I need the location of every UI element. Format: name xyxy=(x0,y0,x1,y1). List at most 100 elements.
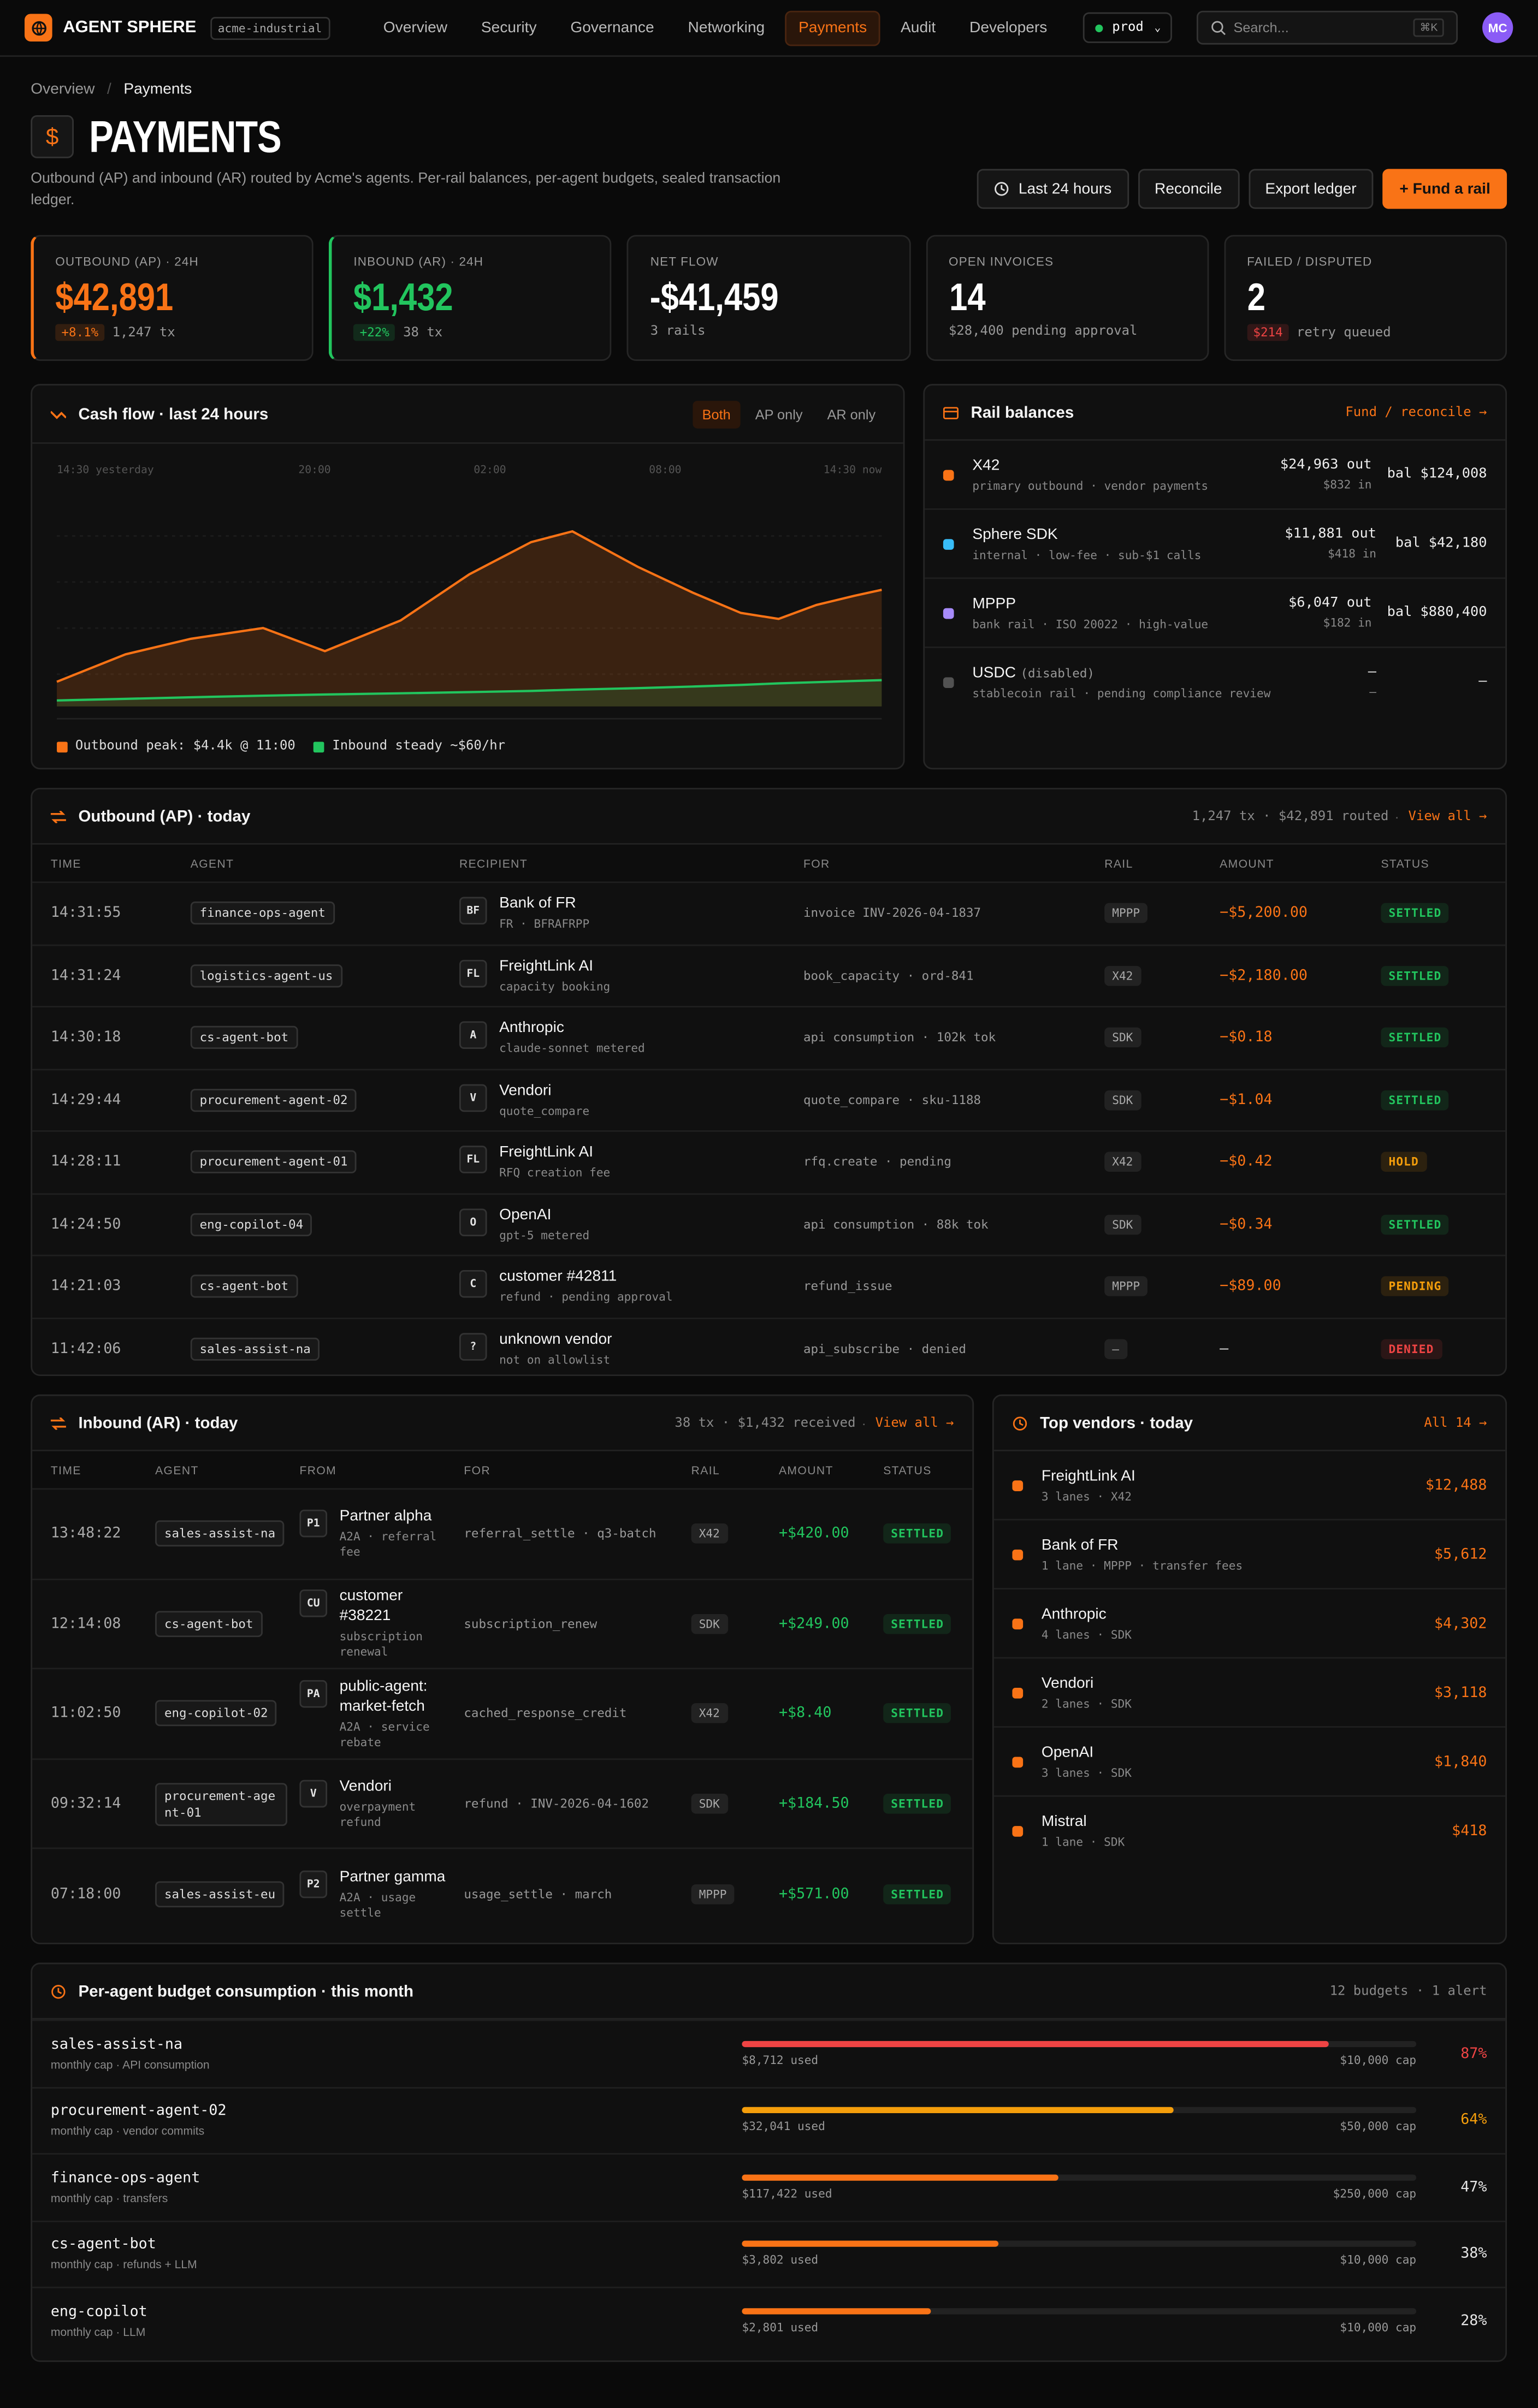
budget-labels: $3,802 used $10,000 cap xyxy=(742,2253,1416,2267)
budget-track xyxy=(742,2174,1417,2181)
budget-agent: sales-assist-na xyxy=(50,2036,183,2053)
rail-note: (disabled) xyxy=(1020,666,1095,680)
budget-sub: monthly cap · refunds + LLM xyxy=(50,2258,197,2272)
status-badge: SETTLED xyxy=(883,1523,952,1544)
vendors-link[interactable]: All 14 → xyxy=(1424,1415,1487,1431)
budget-percent: 64% xyxy=(1460,2112,1487,2129)
legend-item: Inbound steady ~$60/hr xyxy=(313,739,505,754)
budget-bar: $2,801 used $10,000 cap xyxy=(742,2308,1417,2334)
status-cell: PENDING xyxy=(1381,1276,1487,1297)
budget-bar: $8,712 used $10,000 cap xyxy=(742,2041,1417,2067)
rails-link[interactable]: Fund / reconcile → xyxy=(1345,405,1487,420)
button[interactable]: Reconcile xyxy=(1138,169,1239,209)
table-row: 14:28:11 procurement-agent-01 FL FreightLin… xyxy=(32,1130,1506,1193)
avatar[interactable]: MC xyxy=(1482,12,1513,43)
column-header: FROM xyxy=(299,1462,337,1477)
budget-row: eng-copilot monthly cap · LLM $2,801 used $… xyxy=(32,2286,1506,2353)
rail-sub: primary outbound · vendor payments xyxy=(972,478,1209,493)
x-tick-label: 14:30 yesterday xyxy=(57,463,154,476)
vendor-sub: 1 lane · SDK xyxy=(1041,1834,1125,1848)
budget-used: $3,802 used xyxy=(742,2253,819,2267)
budget-track xyxy=(742,2107,1417,2114)
nav-link[interactable]: Payments xyxy=(784,10,881,45)
rail-chip: MPPP xyxy=(1104,903,1148,924)
vendor-row: Mistral 1 lane · SDK $418 xyxy=(993,1795,1506,1865)
budget-percent: 28% xyxy=(1460,2312,1487,2329)
kpi-badge: +22% xyxy=(353,324,396,341)
table-row: 12:14:08 cs-agent-bot CU customer #38221 sub… xyxy=(32,1578,973,1668)
amount: — xyxy=(1220,1340,1229,1357)
tab[interactable]: AP only xyxy=(755,406,803,422)
table-link[interactable]: View all → xyxy=(1408,808,1487,824)
vendor-amount: $3,118 xyxy=(1434,1683,1487,1701)
nav-link[interactable]: Networking xyxy=(688,19,765,37)
agent-cell: cs-agent-bot xyxy=(190,1275,459,1298)
tab[interactable]: Both xyxy=(693,400,740,428)
rail-flow: $24,963 out $832 in xyxy=(1280,458,1372,491)
rail-name-row: USDC (disabled) xyxy=(972,664,1368,681)
button[interactable]: + Fund a rail xyxy=(1382,169,1507,209)
status-badge: SETTLED xyxy=(1381,1214,1450,1235)
budget-cap: $10,000 cap xyxy=(1340,2053,1417,2067)
amount: +$184.50 xyxy=(778,1795,849,1812)
kpi-card: FAILED / DISPUTED 2 $214 retry queued xyxy=(1223,235,1507,361)
amount: −$0.18 xyxy=(1220,1029,1273,1047)
kpi-card: OPEN INVOICES 14 $28,400 pending approval xyxy=(925,235,1209,361)
header-actions: Last 24 hours Reconcile Export ledger + Fun… xyxy=(977,169,1507,209)
budget-fill xyxy=(742,2041,1329,2047)
agent-chip: sales-assist-eu xyxy=(155,1881,285,1907)
nav-link[interactable]: Overview xyxy=(383,19,448,37)
vendor-name: Vendori xyxy=(1041,1675,1094,1692)
party-text: FreightLink AI RFQ creation fee xyxy=(499,1143,610,1181)
party-sub: A2A · referral fee xyxy=(339,1530,437,1559)
tab[interactable]: AR only xyxy=(827,406,876,422)
rail-dot xyxy=(943,676,954,687)
agent-chip: eng-copilot-04 xyxy=(190,1213,313,1236)
party-name: unknown vendor xyxy=(499,1331,612,1348)
nav-link[interactable]: Audit xyxy=(901,19,936,37)
column-header: STATUS xyxy=(1381,856,1429,870)
budget-info: eng-copilot monthly cap · LLM xyxy=(51,2303,742,2339)
vendor-info: Mistral 1 lane · SDK xyxy=(1042,1813,1452,1848)
table-link[interactable]: View all → xyxy=(875,1415,954,1431)
status-cell: SETTLED xyxy=(1381,1090,1487,1110)
vendor-sub: 3 lanes · SDK xyxy=(1041,1765,1132,1780)
rail-balance: bal $42,180 xyxy=(1395,536,1487,551)
page-title: PAYMENTS xyxy=(89,114,281,163)
budgets-card: Per-agent budget consumption · this mont… xyxy=(31,1962,1507,2362)
time: 09:32:14 xyxy=(50,1795,121,1812)
vendor-row: Vendori 2 lanes · SDK $3,118 xyxy=(993,1657,1506,1727)
party-cell: P1 Partner alpha A2A · referral fee xyxy=(299,1507,464,1561)
env-select[interactable]: prod ⌄ xyxy=(1082,12,1172,43)
column-header: RAIL xyxy=(691,1462,720,1477)
time: 14:28:11 xyxy=(50,1153,121,1171)
party-initials: P1 xyxy=(299,1510,328,1538)
budget-info: sales-assist-na monthly cap · API consump… xyxy=(51,2036,742,2072)
party-text: Anthropic claude-sonnet metered xyxy=(499,1018,645,1057)
nav-link[interactable]: Developers xyxy=(969,19,1048,37)
legend-label: Outbound peak: $4.4k @ 11:00 xyxy=(75,738,295,754)
rail-cell: MPPP xyxy=(1104,1276,1220,1297)
agent-cell: logistics-agent-us xyxy=(190,964,459,987)
party-sub: RFQ creation fee xyxy=(499,1166,611,1180)
crumb[interactable]: Overview xyxy=(31,81,95,98)
logo[interactable] xyxy=(25,14,52,41)
budget-sub: monthly cap · vendor commits xyxy=(50,2124,205,2138)
legend: Outbound peak: $4.4k @ 11:00 Inbound stea… xyxy=(32,739,903,754)
purpose: book_capacity · ord-841 xyxy=(803,968,974,983)
x-tick-label: 14:30 now xyxy=(824,463,882,476)
rail-flow: $6,047 out $182 in xyxy=(1288,596,1371,630)
kpi-label: OUTBOUND (AP) · 24H xyxy=(55,254,199,269)
rail-flow: $11,881 out $418 in xyxy=(1285,527,1376,561)
button[interactable]: Last 24 hours xyxy=(977,169,1129,209)
party-initials: C xyxy=(459,1270,487,1298)
search[interactable]: Search... ⌘K xyxy=(1196,10,1458,45)
line xyxy=(56,530,882,683)
budget-agent: procurement-agent-02 xyxy=(50,2103,227,2120)
purpose: rfq.create · pending xyxy=(803,1155,951,1170)
nav-link[interactable]: Governance xyxy=(570,19,654,37)
budget-info: finance-ops-agent monthly cap · transfers xyxy=(51,2169,742,2205)
nav-link[interactable]: Security xyxy=(481,19,537,37)
party-text: Partner gamma A2A · usage settle xyxy=(340,1867,455,1920)
button[interactable]: Export ledger xyxy=(1248,169,1374,209)
